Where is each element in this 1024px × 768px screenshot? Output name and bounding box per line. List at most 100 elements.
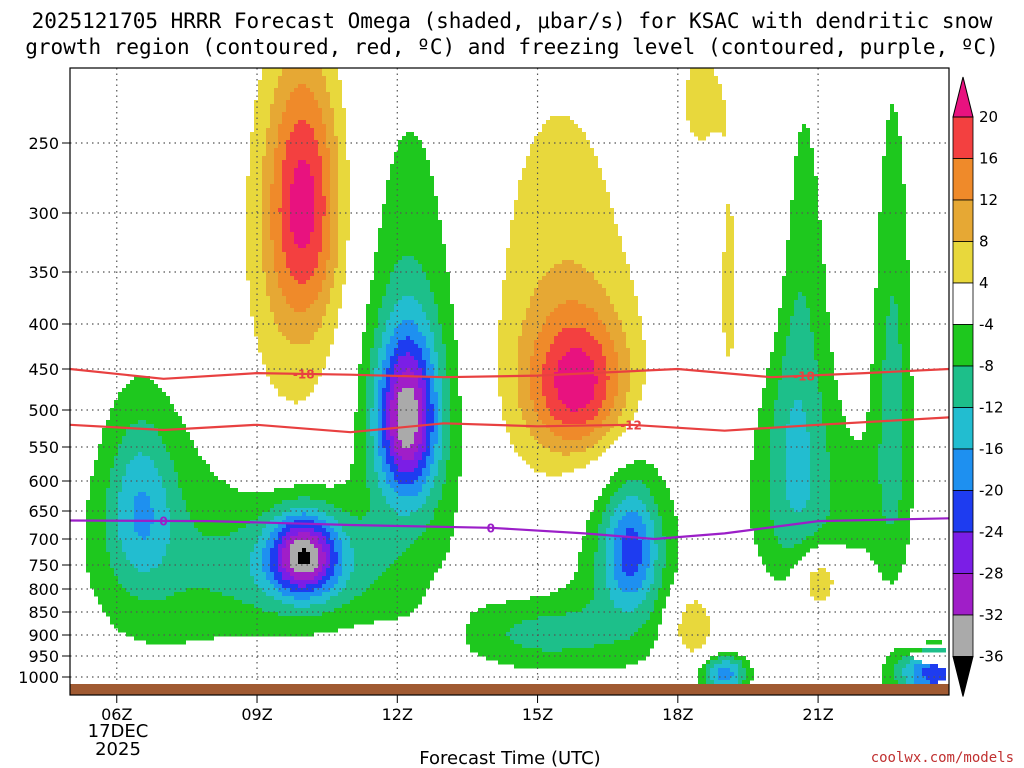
omega-cell	[894, 664, 906, 669]
omega-cell	[722, 320, 734, 325]
omega-cell	[338, 264, 346, 269]
omega-cell	[886, 336, 898, 341]
omega-cell	[262, 260, 274, 265]
omega-cell	[390, 440, 394, 445]
omega-cell	[166, 492, 182, 497]
omega-cell	[370, 492, 382, 497]
omega-cell	[398, 300, 418, 305]
omega-cell	[106, 500, 118, 505]
omega-cell	[594, 384, 606, 389]
omega-cell	[158, 564, 250, 569]
omega-cell	[874, 360, 882, 365]
omega-cell	[430, 432, 438, 437]
omega-cell	[434, 424, 438, 429]
omega-cell	[370, 300, 382, 305]
omega-cell	[542, 124, 578, 129]
omega-cell	[518, 340, 534, 345]
omega-cell	[286, 544, 290, 549]
omega-cell	[314, 568, 322, 573]
plot-frame	[69, 67, 950, 696]
omega-cell	[334, 132, 346, 137]
omega-cell	[246, 176, 262, 181]
omega-cell	[902, 440, 914, 445]
omega-cell	[598, 316, 618, 321]
omega-cell	[510, 440, 538, 445]
omega-cell	[334, 120, 346, 125]
omega-cell	[902, 400, 914, 405]
omega-cell	[282, 236, 294, 241]
omega-cell	[902, 472, 914, 477]
omega-cell	[246, 256, 262, 261]
omega-cell	[902, 480, 914, 485]
omega-cell	[666, 556, 678, 561]
omega-cell	[334, 108, 346, 113]
omega-cell	[502, 396, 518, 401]
omega-cell	[318, 144, 326, 149]
omega-cell	[514, 200, 610, 205]
omega-cell	[326, 144, 338, 149]
omega-cell	[286, 532, 298, 537]
omega-cell	[274, 320, 322, 325]
omega-cell	[786, 240, 822, 245]
omega-cell	[770, 468, 786, 473]
omega-cell	[330, 216, 338, 221]
omega-cell	[878, 564, 902, 569]
omega-cell	[662, 584, 670, 589]
omega-cell	[330, 92, 342, 97]
omega-cell	[274, 528, 282, 533]
omega-cell	[786, 488, 810, 493]
omega-cell	[898, 316, 910, 321]
omega-cell	[786, 268, 826, 273]
omega-cell	[514, 444, 542, 449]
omega-cell	[530, 380, 542, 385]
omega-cell	[642, 580, 654, 585]
omega-cell	[262, 228, 270, 233]
omega-cell	[366, 448, 374, 453]
omega-cell	[382, 412, 386, 417]
omega-cell	[290, 560, 298, 565]
omega-cell	[826, 436, 854, 441]
omega-cell	[134, 512, 154, 517]
omega-cell	[98, 596, 138, 601]
omega-cell	[434, 460, 438, 465]
omega-cell	[750, 500, 770, 505]
omega-cell	[318, 256, 330, 261]
omega-cell	[550, 344, 602, 349]
omega-cell	[530, 372, 542, 377]
omega-cell	[338, 176, 350, 181]
omega-cell	[378, 356, 386, 361]
omega-cell	[286, 104, 318, 109]
omega-cell	[258, 88, 274, 93]
omega-cell	[278, 556, 282, 561]
omega-cell	[270, 296, 286, 301]
omega-cell	[566, 300, 578, 305]
omega-cell	[282, 556, 290, 561]
omega-cell	[250, 132, 266, 137]
omega-cell	[150, 500, 166, 505]
omega-cell	[278, 328, 318, 333]
omega-cell	[598, 440, 614, 445]
omega-cell	[402, 444, 410, 449]
omega-cell	[650, 516, 662, 521]
omega-cell	[382, 468, 390, 473]
omega-cell	[518, 384, 530, 389]
omega-cell	[294, 240, 310, 245]
omega-cell	[270, 212, 282, 217]
omega-cell	[530, 152, 594, 157]
omega-cell	[106, 524, 118, 529]
omega-cell	[118, 628, 338, 633]
omega-cell	[498, 360, 518, 365]
omega-cell	[778, 312, 794, 317]
omega-cell	[106, 492, 118, 497]
omega-cell	[450, 388, 458, 393]
omega-cell	[382, 388, 390, 393]
omega-cell	[818, 568, 826, 573]
omega-cell	[526, 312, 550, 317]
omega-cell	[334, 276, 346, 281]
omega-cell	[606, 360, 618, 365]
omega-cell	[870, 400, 882, 405]
omega-cell	[122, 484, 162, 489]
omega-cell	[790, 228, 822, 233]
omega-cell	[282, 248, 322, 253]
omega-cell	[798, 148, 814, 153]
